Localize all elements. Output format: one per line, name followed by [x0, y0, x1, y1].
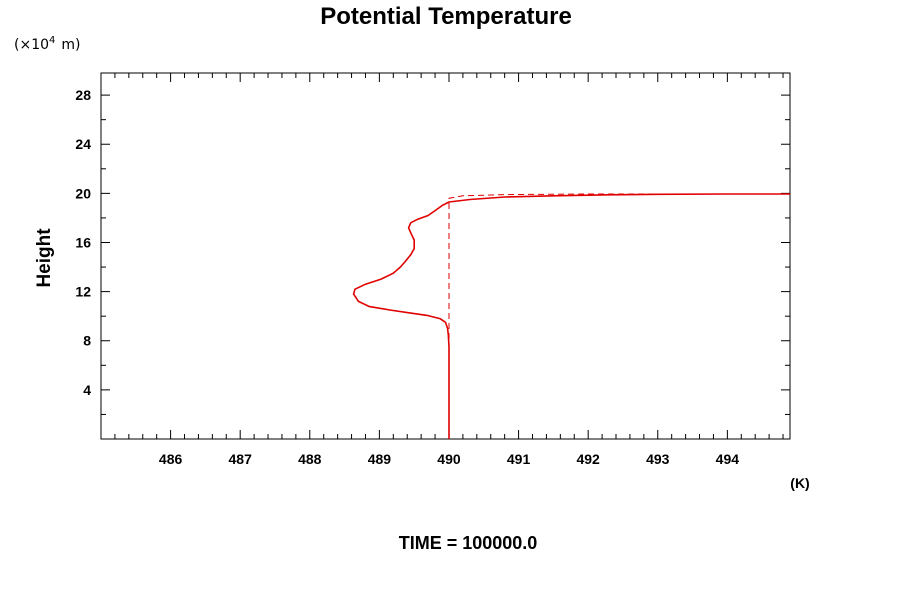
y-tick-label: 12 [75, 284, 91, 300]
y-tick-label: 8 [83, 333, 91, 349]
x-tick-label: 486 [159, 451, 183, 467]
initial-profile-dashed-line [448, 193, 790, 439]
x-tick-label: 488 [298, 451, 322, 467]
y-tick-label: 4 [83, 382, 91, 398]
x-tick-label: 493 [646, 451, 670, 467]
potential-temperature-line [352, 193, 790, 439]
x-tick-label: 492 [576, 451, 600, 467]
y-axis-unit: (×104 m) [14, 35, 81, 53]
x-tick-label: 487 [229, 451, 253, 467]
chart-title: Potential Temperature [320, 3, 572, 30]
y-axis-unit-exponent: 4 [49, 35, 55, 46]
y-tick-label: 16 [75, 234, 91, 250]
y-tick-label: 24 [75, 136, 91, 152]
x-tick-label: 494 [716, 451, 740, 467]
x-tick-label: 489 [368, 451, 392, 467]
plot-area-frame [100, 72, 791, 440]
axis-ticks: 486 487 488 489 490 491 492 493 494 4 8 12 16 20 24 28 [75, 73, 790, 467]
time-label: TIME = 100000.0 [399, 533, 538, 553]
x-axis-unit-label: (K) [790, 475, 809, 491]
y-tick-label: 20 [75, 185, 91, 201]
y-tick-label: 28 [75, 87, 91, 103]
data-series [352, 193, 790, 439]
y-axis-label: Height [34, 228, 55, 288]
x-tick-label: 491 [507, 451, 531, 467]
x-tick-label: 490 [437, 451, 461, 467]
